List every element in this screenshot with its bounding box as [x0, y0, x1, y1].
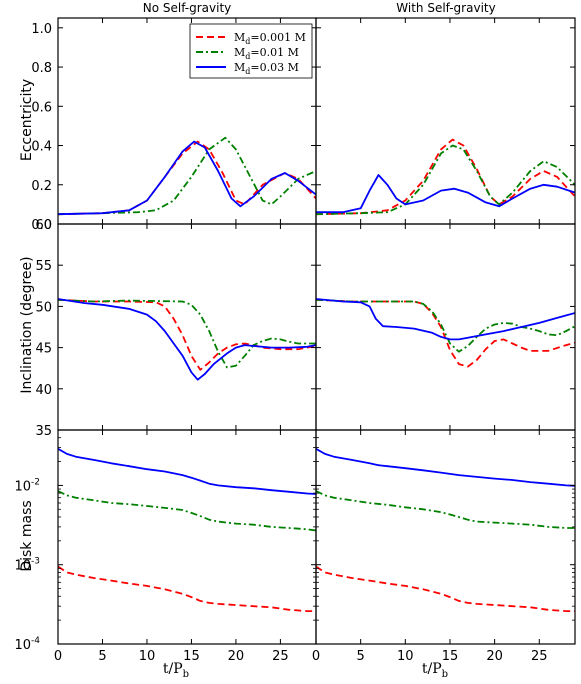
- panel-r2-c0: 0 5 10 15 20 25 10-4 10-3 10-2: [14, 429, 317, 664]
- panel-r0-c1: [315, 17, 576, 225]
- series-line-1: [316, 490, 575, 529]
- series-line-0: [316, 565, 575, 612]
- y-tick-label: 50: [35, 300, 52, 315]
- series-line-0: [58, 565, 316, 612]
- series-line-0: [316, 138, 575, 216]
- x-tick-label: 25: [272, 649, 289, 664]
- y-tick-label: 0.4: [31, 140, 52, 155]
- series-line-1: [58, 490, 316, 532]
- series-line-0: [58, 298, 316, 371]
- panel-frame: [57, 223, 317, 431]
- y-tick-label: 35: [35, 424, 52, 439]
- series-line-2: [316, 448, 575, 487]
- panel-frame: [315, 17, 576, 225]
- x-tick-label: 20: [486, 649, 503, 664]
- series-line-2: [316, 174, 575, 214]
- y-tick-label: 45: [35, 342, 52, 357]
- y-tick-label: 10-4: [14, 636, 40, 653]
- panel-r1-c0: 35 40 45 50 55 60: [35, 218, 317, 439]
- panel-frame: [57, 429, 317, 645]
- panel-r2-c1: 0 5 10 15 20 25: [312, 429, 576, 664]
- series-line-2: [58, 448, 316, 495]
- series-line-1: [316, 298, 575, 353]
- y-tick-exponent: -2: [31, 477, 40, 487]
- x-tick-label: 0: [312, 649, 320, 664]
- y-tick-label: 10-3: [14, 557, 40, 574]
- legend-box: [189, 23, 313, 79]
- panel-r1-c1: [315, 223, 576, 431]
- y-tick-label: 0.8: [31, 61, 52, 76]
- series-line-0: [316, 298, 575, 368]
- y-tick-label: 0.2: [31, 179, 52, 194]
- ylabel-disk-mass: Disk mass: [19, 500, 35, 571]
- x-tick-label: 15: [442, 649, 459, 664]
- x-tick-label: 5: [357, 649, 365, 664]
- series-line-2: [58, 298, 316, 381]
- x-tick-label: 20: [228, 649, 245, 664]
- legend-entry-1: Md=0.01 M: [234, 46, 299, 61]
- panel-frame: [315, 223, 576, 431]
- series-line-1: [316, 144, 575, 216]
- x-tick-label: 10: [139, 649, 156, 664]
- x-tick-label: 25: [531, 649, 548, 664]
- series-line-0: [58, 140, 316, 216]
- y-tick-label: 1.0: [31, 22, 52, 37]
- y-tick-label: 40: [35, 383, 52, 398]
- y-tick-label: 60: [35, 218, 52, 233]
- column-title-left: No Self-gravity: [143, 1, 232, 15]
- legend: Md=0.001 M Md=0.01 M Md=0.03 M: [189, 23, 313, 79]
- xlabel-right: t/Pb: [422, 661, 448, 680]
- series-line-1: [58, 298, 316, 369]
- x-tick-label: 5: [98, 649, 106, 664]
- ylabel-inclination: Inclination (degree): [19, 256, 35, 393]
- x-tick-label: 0: [54, 649, 62, 664]
- ylabel-eccentricity: Eccentricity: [19, 79, 35, 161]
- legend-entry-2: Md=0.03 M: [234, 61, 299, 76]
- y-tick-exponent: -3: [31, 557, 40, 567]
- x-tick-label: 10: [397, 649, 414, 664]
- y-tick-label: 0.6: [31, 100, 52, 115]
- series-line-1: [58, 136, 316, 216]
- legend-entry-0: Md=0.001 M: [234, 31, 306, 46]
- series-line-2: [58, 140, 316, 216]
- x-tick-label: 15: [183, 649, 200, 664]
- xlabel-left: t/Pb: [163, 661, 189, 680]
- panel-frame: [315, 429, 576, 645]
- y-tick-exponent: -4: [31, 636, 40, 646]
- column-title-right: With Self-gravity: [396, 1, 495, 15]
- series-line-2: [316, 298, 575, 341]
- y-tick-label: 0.0: [31, 218, 52, 233]
- y-tick-label: 55: [35, 259, 52, 274]
- y-tick-label: 10-2: [14, 477, 40, 494]
